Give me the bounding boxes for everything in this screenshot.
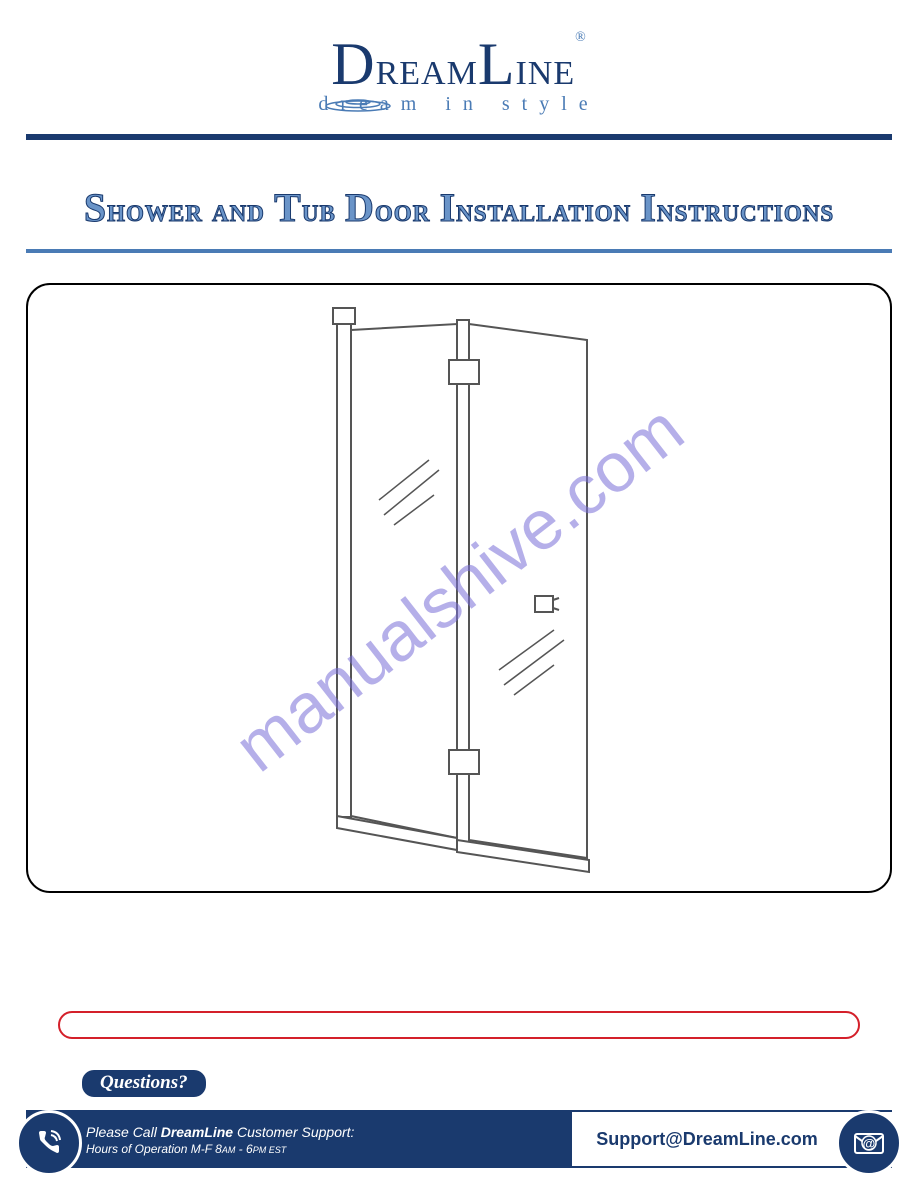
support-email: Support@DreamLine.com — [596, 1129, 818, 1150]
footer-left: Please Call DreamLine Customer Support: … — [26, 1110, 587, 1168]
warning-box — [58, 1011, 860, 1039]
support-line-2: Hours of Operation M-F 8AM - 6PM EST — [86, 1142, 577, 1156]
product-figure: manualshive.com — [26, 283, 892, 893]
brand-name: DreamLine® — [331, 30, 587, 99]
support-line-1: Please Call DreamLine Customer Support: — [86, 1124, 577, 1140]
phone-icon — [16, 1110, 82, 1176]
registered-mark: ® — [575, 30, 587, 45]
questions-badge: Questions? — [80, 1068, 208, 1099]
svg-text:@: @ — [863, 1136, 876, 1151]
ripple-icon — [323, 69, 393, 97]
brand-logo: DreamLine® dream in style — [0, 0, 918, 134]
divider-thin — [26, 249, 892, 253]
page-title: Shower and Tub Door Installation Instruc… — [0, 184, 918, 231]
mail-at-icon: @ — [836, 1110, 902, 1176]
divider-thick — [26, 134, 892, 140]
footer: Questions? Please Call DreamLine Custome… — [26, 1090, 892, 1168]
shower-door-diagram — [289, 300, 629, 880]
